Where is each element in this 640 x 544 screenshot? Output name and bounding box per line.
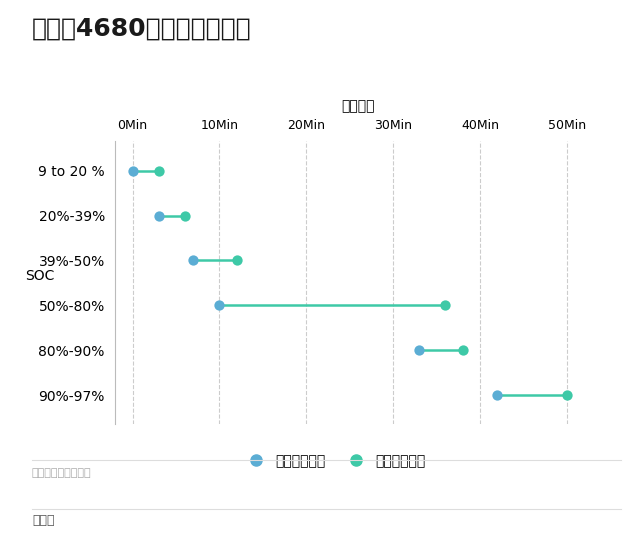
Y-axis label: SOC: SOC — [25, 269, 54, 283]
Text: ⊙—⊙: ⊙—⊙ — [563, 512, 589, 523]
Point — [154, 211, 164, 220]
Point — [440, 301, 451, 310]
Point — [232, 256, 242, 265]
Point — [214, 301, 225, 310]
X-axis label: 充电时间: 充电时间 — [342, 100, 375, 113]
Text: 特斯拉4680标准版快充功率: 特斯拉4680标准版快充功率 — [32, 16, 252, 40]
Point — [414, 346, 424, 355]
Legend: 耗费时间起点, 耗费时间终点: 耗费时间起点, 耗费时间终点 — [237, 448, 431, 473]
Text: 汽车电子设计: 汽车电子设计 — [568, 528, 584, 534]
Point — [492, 391, 502, 399]
Point — [127, 166, 138, 175]
Point — [180, 211, 190, 220]
Point — [458, 346, 468, 355]
Point — [562, 391, 572, 399]
Text: 数据来源：测试数据: 数据来源：测试数据 — [32, 468, 92, 478]
Point — [154, 166, 164, 175]
Text: 朱玉龙: 朱玉龙 — [32, 514, 54, 527]
Point — [188, 256, 198, 265]
